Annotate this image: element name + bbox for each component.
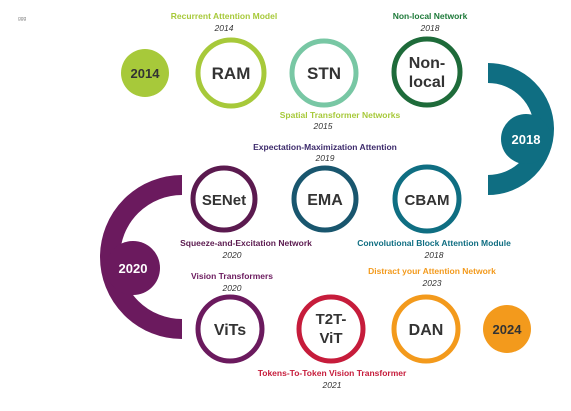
ram-year: 2014: [214, 23, 234, 33]
t2t-node-label-line2: ViT: [319, 330, 342, 347]
senet-node-label: SENet: [202, 192, 246, 209]
dan-node: DAN: [391, 294, 461, 364]
senet-node: SENet: [190, 165, 258, 233]
ram-node-label: RAM: [212, 64, 251, 83]
t2t-year: 2021: [322, 380, 342, 390]
vits-node: ViTs: [195, 294, 265, 364]
vits-title: Vision Transformers: [191, 271, 273, 281]
year-2018-node: 2018: [501, 114, 551, 164]
ema-node: EMA: [291, 165, 359, 233]
t2t-node-label-line1: T2T-: [316, 311, 347, 328]
cbam-year: 2018: [424, 250, 444, 260]
year-2024-node: 2024: [483, 305, 531, 353]
year-2020-node: 2020: [106, 241, 160, 295]
nonlocal-node: Non- local: [391, 36, 463, 108]
ema-node-label: EMA: [307, 192, 343, 209]
corner-mark: ggg: [18, 16, 27, 22]
year-2024-label: 2024: [493, 322, 523, 337]
nonlocal-title: Non-local Network: [393, 11, 468, 21]
senet-year: 2020: [222, 250, 242, 260]
ram-node: RAM: [195, 37, 267, 109]
dan-title: Distract your Attention Network: [368, 266, 496, 276]
t2t-node: T2T- ViT: [296, 294, 366, 364]
ram-title: Recurrent Attention Model: [171, 11, 277, 21]
year-2014-label: 2014: [131, 66, 161, 81]
vits-year: 2020: [222, 283, 242, 293]
stn-title: Spatial Transformer Networks: [280, 110, 401, 120]
t2t-title: Tokens-To-Token Vision Transformer: [258, 368, 407, 378]
dan-year: 2023: [422, 278, 442, 288]
ema-title: Expectation-Maximization Attention: [253, 142, 397, 152]
year-2014-node: 2014: [121, 49, 169, 97]
vits-node-label: ViTs: [214, 322, 246, 339]
senet-title: Squeeze-and-Excitation Network: [180, 238, 312, 248]
stn-node: STN: [289, 38, 359, 108]
dan-node-label: DAN: [409, 322, 444, 339]
stn-node-label: STN: [307, 64, 341, 83]
stn-year: 2015: [313, 121, 333, 131]
year-2020-label: 2020: [119, 261, 148, 276]
nonlocal-node-label-line1: Non-: [409, 55, 445, 72]
cbam-node: CBAM: [392, 164, 462, 234]
nonlocal-year: 2018: [420, 23, 440, 33]
year-2018-label: 2018: [512, 132, 541, 147]
cbam-node-label: CBAM: [405, 192, 450, 209]
nonlocal-node-label-line2: local: [409, 74, 445, 91]
ema-year: 2019: [315, 153, 335, 163]
cbam-title: Convolutional Block Attention Module: [357, 238, 511, 248]
